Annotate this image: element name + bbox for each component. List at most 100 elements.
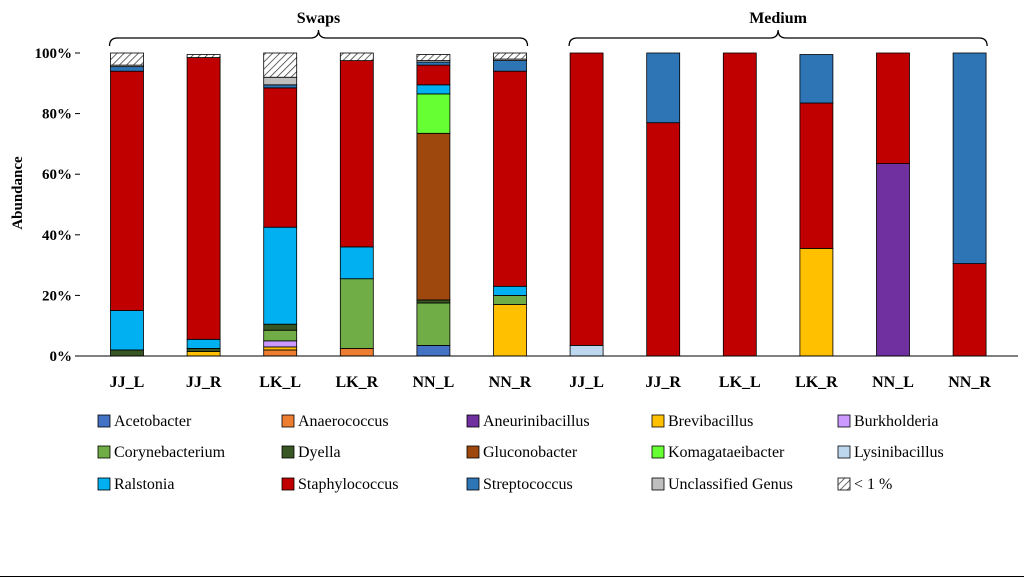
bar-segment (416, 93, 451, 134)
x-tick-label: JJ_R (645, 374, 681, 391)
bar-segment (186, 351, 221, 357)
legend-label: Aneurinibacillus (483, 413, 590, 430)
group-label: Medium (749, 10, 807, 27)
legend-label: Ralstonia (114, 476, 174, 493)
y-axis-title: Abundance (10, 156, 26, 230)
group-label: Swaps (297, 10, 341, 27)
x-tick-label: NN_L (413, 374, 455, 391)
bar-segment (263, 76, 298, 86)
x-tick-label: JJ_L (569, 374, 604, 391)
bar-segment (263, 340, 298, 348)
x-tick-label: LK_L (259, 374, 301, 391)
bar-segment (110, 70, 144, 311)
bar-segment (263, 346, 298, 351)
legend-label: Acetobacter (114, 413, 192, 430)
bar-segment (416, 64, 451, 86)
legend-label: Anaerococcus (298, 413, 389, 430)
legend-label: Dyella (298, 444, 341, 461)
bar-segment (186, 54, 221, 58)
bar-segment (339, 278, 374, 349)
legend-label: Lysinibacillus (854, 444, 944, 461)
bar-segment (263, 329, 298, 342)
legend-swatch (281, 445, 295, 459)
legend-label: Staphylococcus (298, 476, 398, 493)
bar-segment (263, 226, 298, 325)
bar-segment (110, 66, 144, 72)
legend-swatch (97, 445, 111, 459)
bar-segment (799, 54, 834, 104)
x-tick-label: LK_R (335, 374, 378, 391)
bar-segment (493, 304, 527, 357)
x-tick-label: NN_R (489, 374, 532, 391)
bar-segment (339, 348, 374, 357)
x-tick-label: NN_L (872, 374, 914, 391)
bar-segment (339, 52, 374, 61)
legend-swatch (466, 445, 480, 459)
bar-segment (263, 52, 298, 78)
legend-swatch (466, 477, 480, 491)
legend-swatch (837, 477, 851, 491)
bar-segment (952, 52, 987, 264)
bar-segment (416, 132, 451, 301)
legend-label: Corynebacterium (114, 444, 226, 461)
bar-segment (493, 60, 527, 72)
bar-segment (186, 348, 221, 352)
bar-segment (493, 285, 527, 296)
bottom-divider (0, 576, 1024, 577)
legend-swatch (651, 445, 665, 459)
legend-swatch (97, 477, 111, 491)
legend-swatch (837, 445, 851, 459)
legend-swatch (651, 414, 665, 428)
bar-segment (263, 349, 298, 357)
legend-label: Brevibacillus (668, 413, 753, 430)
x-tick-label: LK_L (719, 374, 761, 391)
bar-segment (110, 349, 144, 357)
bar-segment (493, 70, 527, 287)
x-tick-label: JJ_L (110, 374, 145, 391)
group-brace (568, 29, 988, 47)
bar-segment (416, 61, 451, 66)
legend-label: Streptococcus (483, 476, 573, 493)
bar-segment (416, 299, 451, 304)
bar-segment (569, 344, 604, 357)
legend-swatch (466, 414, 480, 428)
legend-swatch (281, 477, 295, 491)
y-tick-label: 40% (42, 228, 72, 244)
bar-segment (799, 248, 834, 357)
y-tick-label: 60% (42, 167, 72, 183)
bar-segment (569, 52, 604, 346)
legend-label: Komagataeibacter (668, 444, 785, 461)
bar-segment (876, 52, 910, 164)
bar-segment (493, 294, 527, 305)
bar-segment (952, 263, 987, 357)
legend-swatch (651, 477, 665, 491)
legend-swatch (837, 414, 851, 428)
x-tick-label: LK_R (795, 374, 838, 391)
bar-segment (263, 323, 298, 331)
bar-segment (416, 344, 451, 357)
bar-segment (263, 84, 298, 89)
legend-label: Unclassified Genus (668, 476, 793, 493)
y-tick-label: 100% (35, 46, 73, 62)
bar-segment (416, 302, 451, 346)
x-tick-label: NN_R (948, 374, 991, 391)
bar-segment (339, 60, 374, 248)
x-tick-label: JJ_R (186, 374, 222, 391)
bar-segment (799, 102, 834, 249)
bar-segment (876, 163, 910, 357)
legend-label: Gluconobacter (483, 444, 578, 461)
bar-segment (493, 52, 527, 60)
bar-segment (110, 310, 144, 351)
legend-label: < 1 % (854, 476, 892, 493)
bar-segment (186, 57, 221, 340)
bar-segment (722, 52, 757, 357)
legend-swatch (281, 414, 295, 428)
bar-segment (416, 84, 451, 95)
legend-label: Burkholderia (854, 413, 938, 430)
y-tick-label: 0% (50, 349, 73, 365)
y-tick-label: 20% (42, 288, 72, 304)
bar-segment (186, 338, 221, 349)
legend-swatch (97, 414, 111, 428)
bar-segment (110, 52, 144, 66)
